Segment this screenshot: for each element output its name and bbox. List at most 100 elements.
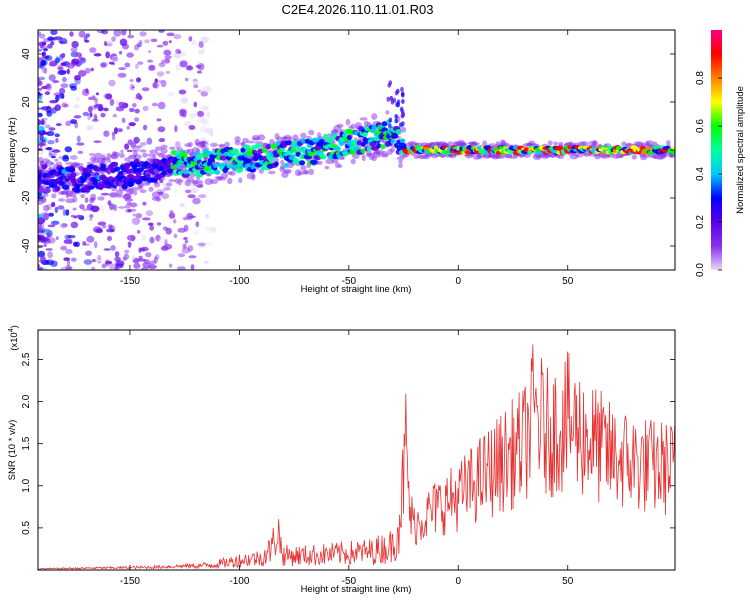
spectrogram-cell <box>177 178 182 186</box>
spectrogram-cell <box>134 117 140 122</box>
spectrogram-cell <box>119 153 125 158</box>
spectrogram-cell <box>43 243 47 247</box>
spectrogram-cell <box>279 146 286 152</box>
spectrogram-cell <box>38 87 43 91</box>
spectrogram-cell <box>100 62 107 68</box>
spectrogram-cell <box>89 47 97 53</box>
spectrogram-cell <box>94 152 103 159</box>
spectrogram-cell <box>245 158 252 164</box>
spectrogram-cell <box>224 141 230 148</box>
spectrogram-cell <box>159 137 166 143</box>
spectrogram-cell <box>459 142 468 147</box>
figure-title: C2E4.2026.110.11.01.R03 <box>281 2 434 17</box>
spectrogram-y-tick-label: 20 <box>21 96 32 108</box>
spectrogram-cell <box>197 242 206 247</box>
spectrogram-cell <box>133 262 141 269</box>
spectrogram-cell <box>151 196 160 201</box>
spectrogram-cell <box>214 169 221 175</box>
spectrogram-cell <box>70 221 79 229</box>
spectrogram-cell <box>359 117 368 121</box>
snr-y-tick-label: 2.5 <box>21 352 32 366</box>
spectrogram-cell <box>148 50 152 53</box>
spectrogram-cell <box>75 96 81 102</box>
spectrogram-cell <box>126 149 133 153</box>
spectrogram-cell <box>41 158 51 165</box>
spectrogram-cell <box>394 90 399 96</box>
spectrogram-cell <box>51 149 61 153</box>
spectrogram-cell <box>177 253 186 258</box>
spectrogram-cell <box>60 266 70 270</box>
spectrogram-cell <box>366 146 372 152</box>
spectrogram-cell <box>65 248 73 255</box>
spectrogram-cell <box>320 154 327 160</box>
spectrogram-cell <box>181 52 187 56</box>
spectrogram-cell <box>670 150 675 155</box>
spectrogram-cell <box>38 149 45 155</box>
spectrogram-cell <box>104 260 113 265</box>
spectrogram-cell <box>197 89 202 93</box>
snr-x-tick-label: 0 <box>456 576 462 587</box>
spectrogram-cell <box>131 217 141 225</box>
spectrogram-cell <box>390 139 395 145</box>
spectrogram-cell <box>121 183 128 190</box>
snr-y-ticks: 0.5 1.0 1.5 2.0 2.5 <box>21 352 675 535</box>
spectrogram-cell <box>124 143 130 150</box>
spectrogram-cell <box>257 134 266 141</box>
spectrogram-cell <box>334 146 341 152</box>
spectrogram-cell <box>44 55 50 60</box>
spectrogram-cell <box>177 266 186 270</box>
spectrogram-cell <box>203 157 209 161</box>
spectrogram-cell <box>38 237 43 241</box>
spectrogram-cell <box>82 241 87 246</box>
spectrogram-cell <box>336 123 344 128</box>
spectrogram-cell <box>362 131 368 137</box>
spectrogram-cell <box>98 106 104 112</box>
spectrogram-cell <box>621 141 627 147</box>
spectrogram-cell <box>40 255 46 263</box>
spectrogram-cell <box>283 162 290 168</box>
spectrogram-cell <box>190 187 199 194</box>
spectrogram-cell <box>124 192 131 200</box>
spectrogram-cell <box>138 255 143 260</box>
spectrogram-cell <box>209 226 217 234</box>
spectrogram-cell <box>345 118 351 126</box>
spectrogram-cell <box>39 59 48 67</box>
spectrogram-cell <box>127 241 132 248</box>
spectrogram-cell <box>112 114 118 118</box>
spectrogram-cell <box>91 266 96 270</box>
spectrogram-cell <box>298 160 306 166</box>
spectrogram-cell <box>155 146 163 151</box>
spectrogram-cell <box>106 40 114 48</box>
spectrogram-cell <box>46 233 51 238</box>
spectrogram-cell <box>118 181 123 187</box>
spectrogram-cell <box>38 119 42 126</box>
spectrogram-cell <box>75 52 82 58</box>
spectrogram-x-tick-label: -50 <box>342 276 357 287</box>
spectrogram-cell <box>55 138 59 143</box>
snr-x-axis-label: Height of straight line (km) <box>301 584 412 595</box>
spectrogram-cell <box>139 189 147 194</box>
spectrogram-cell <box>38 77 41 84</box>
spectrogram-cell <box>337 164 343 168</box>
spectrogram-cell <box>148 222 154 226</box>
spectrogram-cell <box>155 234 161 242</box>
spectrogram-cell <box>124 157 131 162</box>
spectrogram-cell <box>53 36 63 40</box>
spectrogram-cell <box>82 243 91 246</box>
spectrogram-cell <box>400 109 405 115</box>
spectrogram-cell <box>38 95 43 102</box>
spectrogram-cell <box>360 148 366 154</box>
spectrogram-cell <box>433 145 439 150</box>
spectrogram-cell <box>38 56 43 62</box>
spectrogram-cell <box>121 30 127 36</box>
spectrogram-cell <box>59 54 65 59</box>
spectrogram-cell <box>76 142 85 146</box>
spectrogram-cell <box>192 138 201 143</box>
spectrogram-cell <box>240 147 246 153</box>
spectrogram-cell <box>204 178 213 186</box>
spectrogram-cell <box>156 80 164 83</box>
spectrogram-cell <box>153 181 161 188</box>
spectrogram-cell <box>182 243 187 249</box>
spectrogram-cell <box>129 83 135 91</box>
spectrogram-cell <box>70 257 77 262</box>
